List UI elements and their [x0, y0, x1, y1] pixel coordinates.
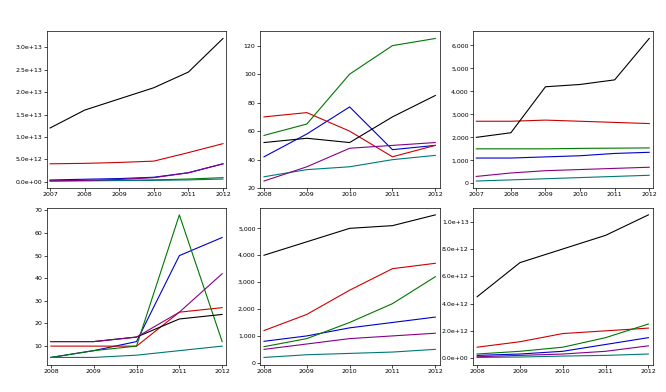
- Text: The number of ICT employees: The number of ICT employees: [286, 274, 413, 283]
- Legend: ERP_ALBORZ, ERP_DANA, ERP_MOALEM, ERP_ASIA, ERP_IRAN, ERP_PARSIAN: ERP_ALBORZ, ERP_DANA, ERP_MOALEM, ERP_AS…: [90, 219, 183, 241]
- Legend: ICTP_ALBORZ, ICTP_DANA, ICTP_MOALEM, ICTP_ASIA, ICTP_IRAN, ICTP_PARSIAN: ICTP_ALBORZ, ICTP_DANA, ICTP_MOALEM, ICT…: [302, 219, 398, 241]
- Legend: PER_ALBORZ, PER_DANA, PER_MOALEM, PER_ASIA, PER_IRAN, PER_PARSIAN: PER_ALBORZ, PER_DANA, PER_MOALEM, PER_AS…: [516, 219, 609, 241]
- Text: The number of total employees: The number of total employees: [497, 274, 629, 283]
- Text: The earned premium: The earned premium: [92, 274, 181, 283]
